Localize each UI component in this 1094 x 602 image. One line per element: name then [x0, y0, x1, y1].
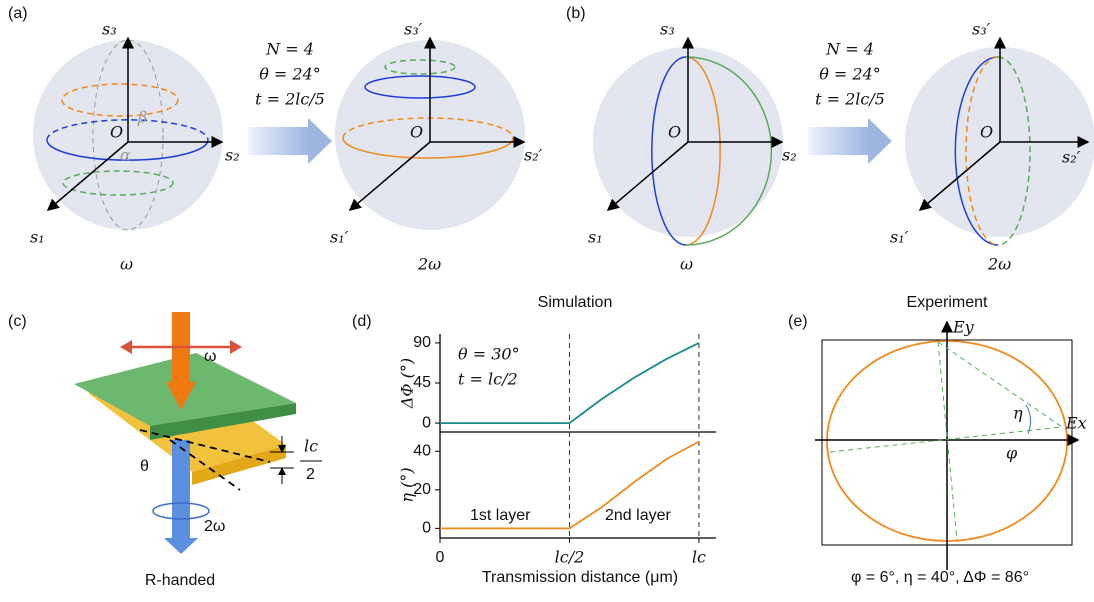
- axis-label: s₁′: [890, 228, 909, 247]
- figure: (a) s₃ s₂ s₁ O β α ω N = 4 θ = 24° t = 2…: [0, 0, 1094, 597]
- axis-label: s₃′: [404, 20, 423, 39]
- x-tick-label: lc/2: [555, 548, 585, 567]
- panel-label: (c): [8, 313, 27, 330]
- y-tick-label: 40: [413, 442, 431, 459]
- x-tick-label: 0: [436, 549, 445, 566]
- origin: O: [980, 123, 993, 142]
- param: N = 4: [825, 40, 874, 59]
- angle: α: [120, 146, 131, 165]
- polarization-head: [230, 340, 242, 354]
- handedness: R-handed: [145, 572, 215, 589]
- x-tick-label: lc: [692, 548, 706, 567]
- polarization-head: [120, 340, 132, 354]
- origin: O: [110, 123, 123, 142]
- y-tick-label: 90: [413, 334, 431, 351]
- axis-label: Ey: [952, 318, 975, 337]
- panel-title: Experiment: [907, 294, 988, 311]
- frequency: 2ω: [204, 518, 225, 535]
- axis-label: s₂: [225, 146, 240, 165]
- y-axis-label: ΔΦ (°): [398, 358, 417, 409]
- axis-label: s₁: [30, 228, 45, 247]
- angle: η: [1013, 404, 1023, 423]
- axis-label: s₂′: [1062, 148, 1081, 167]
- chart-title: Simulation: [538, 294, 613, 311]
- thickness: lc: [304, 437, 318, 456]
- axis-label: s₃′: [972, 20, 991, 39]
- arrow-head: [308, 118, 332, 164]
- angle: θ: [140, 458, 149, 475]
- frequency: 2ω: [417, 255, 441, 274]
- y-tick-label: 0: [422, 414, 431, 431]
- param: θ = 24°: [819, 65, 881, 84]
- frequency: ω: [120, 255, 133, 274]
- param: θ = 24°: [259, 65, 321, 84]
- origin: O: [668, 123, 681, 142]
- axis-label: s₃: [660, 20, 675, 39]
- angle: φ: [1006, 444, 1018, 463]
- annotation: 1st layer: [470, 507, 531, 524]
- y-axis-label: η (°): [398, 467, 417, 502]
- panel-b: (b) s₃ s₂ s₁ O ω N = 4 θ = 24° t = 2lc/5…: [566, 5, 1094, 273]
- angle: β: [137, 108, 147, 127]
- arrow: [808, 127, 868, 155]
- x-axis-label: Transmission distance (μm): [482, 569, 678, 586]
- angle-arc: [1026, 405, 1031, 434]
- output-beam-head: [164, 538, 198, 554]
- arrow: [248, 127, 308, 155]
- annotation: θ = 30°: [458, 345, 520, 364]
- axis-label: Ex: [1065, 414, 1087, 433]
- panel-label: (d): [352, 313, 372, 330]
- caption: φ = 6°, η = 40°, ΔΦ = 86°: [851, 569, 1029, 586]
- axis-label: s₁′: [330, 228, 349, 247]
- panel-label: (b): [566, 5, 586, 22]
- thickness-denominator: 2: [306, 466, 315, 483]
- frequency: 2ω: [987, 255, 1011, 274]
- diagonal: [938, 342, 1062, 427]
- panel-label: (a): [8, 5, 28, 22]
- axis-label: s₃: [102, 20, 117, 39]
- origin: O: [410, 123, 423, 142]
- frequency: ω: [680, 255, 693, 274]
- output-beam: [172, 440, 190, 540]
- axis-label: s₁: [588, 228, 603, 247]
- y-tick-label: 0: [422, 520, 431, 537]
- param: t = 2lc/5: [815, 90, 885, 109]
- param: N = 4: [265, 40, 314, 59]
- panel-c: (c) ω θ 2ω lc 2 R-handed: [8, 312, 322, 589]
- annotation: t = lc/2: [458, 370, 518, 389]
- arrow-head: [868, 118, 892, 164]
- frequency: ω: [204, 348, 217, 365]
- panel-e: (e) Experiment Ey Ex η φ φ = 6°, η = 40°…: [788, 294, 1087, 586]
- annotation: 2nd layer: [605, 507, 671, 524]
- axis-label: s₂: [782, 146, 797, 165]
- panel-a: (a) s₃ s₂ s₁ O β α ω N = 4 θ = 24° t = 2…: [8, 5, 543, 273]
- param: t = 2lc/5: [255, 90, 325, 109]
- panel-label: (e): [788, 313, 808, 330]
- axis-label: s₂′: [524, 146, 543, 165]
